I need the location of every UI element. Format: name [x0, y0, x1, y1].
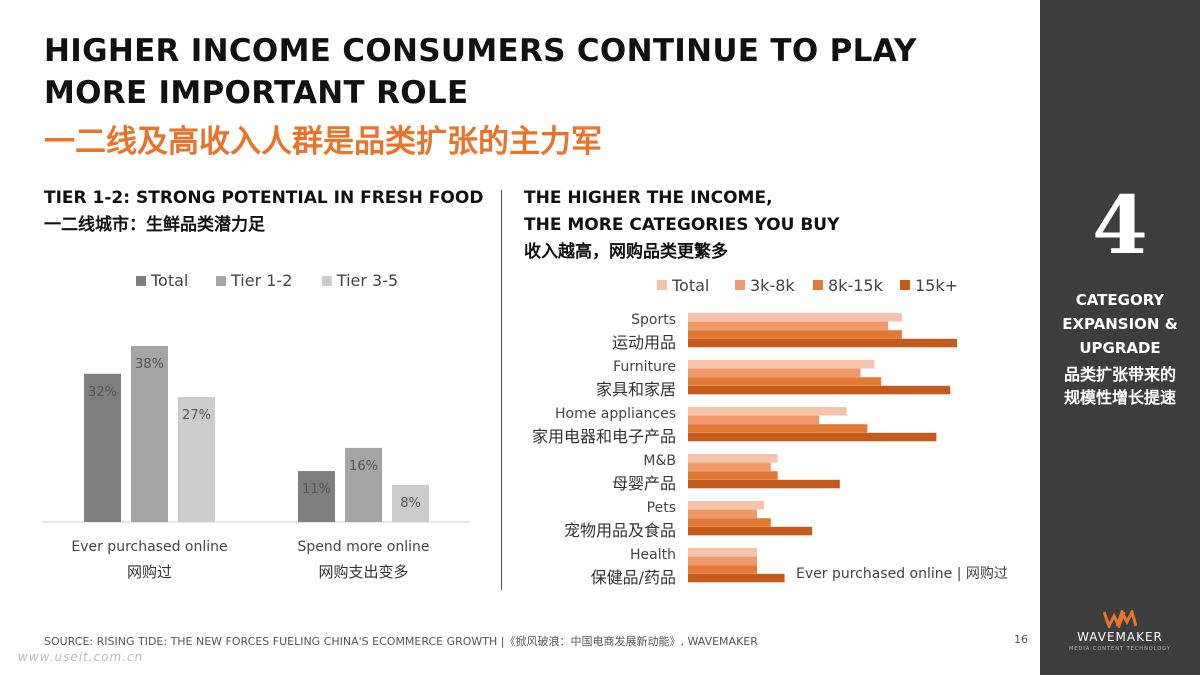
watermark: www.useit.com.cn [18, 650, 144, 664]
sidebar: 4 CATEGORY EXPANSION & UPGRADE 品类扩张带来的 规… [1040, 0, 1200, 675]
right-heading-cn: 收入越高，网购品类更繁多 [524, 242, 728, 262]
legend-swatch-r-3 [900, 280, 910, 290]
section-number: 4 [1092, 178, 1148, 272]
hbar-5-0 [688, 548, 757, 557]
hcategory-label-en-3: M&B [643, 453, 676, 469]
source-note: SOURCE: RISING TIDE: THE NEW FORCES FUEL… [44, 635, 758, 648]
hbar-0-2 [688, 330, 902, 339]
page-number: 16 [1014, 633, 1028, 646]
section-divider [501, 190, 502, 590]
category-label-en-1: Spend more online [297, 539, 429, 555]
right-heading-en-1: THE HIGHER THE INCOME, [524, 188, 773, 208]
legend-swatch-r-2 [813, 280, 823, 290]
left-heading-en: TIER 1-2: STRONG POTENTIAL IN FRESH FOOD [44, 188, 484, 208]
hcategory-label-cn-0: 运动用品 [612, 333, 676, 352]
hbar-2-2 [688, 424, 868, 433]
hbar-1-3 [688, 385, 951, 395]
section-label-en-1: CATEGORY [1075, 291, 1165, 309]
hcategory-label-cn-5: 保健品/药品 [591, 568, 676, 587]
bar-1-0 [298, 471, 335, 522]
bar-0-0 [84, 373, 121, 522]
hbar-0-0 [688, 313, 902, 322]
wavemaker-logo: WAVEMAKER MEDIA CONTENT TECHNOLOGY [1040, 610, 1200, 652]
right-section-heading: THE HIGHER THE INCOME, THE MORE CATEGORI… [524, 185, 839, 266]
hbar-4-3 [688, 526, 813, 536]
legend-label-2: Tier 3-5 [336, 271, 398, 290]
legend-label-r-1: 3k-8k [750, 276, 795, 295]
hbar-5-1 [688, 556, 757, 566]
section-label-cn: 品类扩张带来的 规模性增长提速 [1040, 363, 1200, 409]
left-section-heading: TIER 1-2: STRONG POTENTIAL IN FRESH FOOD… [44, 185, 483, 239]
hbar-3-0 [688, 454, 778, 463]
category-label-cn-0: 网购过 [127, 563, 172, 581]
hbar-3-1 [688, 462, 771, 472]
data-label-0-0: 32% [88, 385, 117, 400]
hbar-4-1 [688, 509, 757, 519]
legend-label-r-0: Total [671, 276, 709, 295]
legend-swatch-1 [216, 276, 226, 286]
bar-1-1 [345, 447, 382, 522]
hbar-4-0 [688, 501, 764, 510]
category-label-cn-1: 网购支出变多 [318, 563, 408, 581]
hcategory-label-en-5: Health [630, 547, 676, 563]
legend-label-r-3: 15k+ [915, 276, 958, 295]
data-label-0-2: 27% [182, 408, 211, 423]
logo-subtext: MEDIA CONTENT TECHNOLOGY [1069, 646, 1171, 652]
section-label-cn-2: 规模性增长提速 [1063, 388, 1176, 407]
page-title: HIGHER INCOME CONSUMERS CONTINUE TO PLAY… [44, 33, 917, 111]
data-label-1-1: 16% [349, 459, 378, 474]
hcategory-label-cn-2: 家用电器和电子产品 [532, 427, 676, 446]
hcategory-label-en-4: Pets [647, 500, 676, 516]
hbar-0-1 [688, 321, 889, 331]
hcategory-label-en-0: Sports [631, 312, 676, 328]
category-label-en-0: Ever purchased online [71, 539, 227, 555]
legend-label-r-2: 8k-15k [828, 276, 884, 295]
right-bar-chart: Total 3k-8k 8k-15k 15k+ Sports 运动用品 Furniture 家… [532, 276, 1008, 587]
legend-swatch-2 [321, 276, 332, 286]
left-bar-chart: Total Tier 1-2 Tier 3-5 32% 38% 27% Ever purch… [42, 271, 470, 581]
hbar-3-2 [688, 471, 778, 480]
bar-1-2 [392, 484, 429, 522]
hbar-1-2 [688, 377, 882, 386]
section-label-cn-1: 品类扩张带来的 [1063, 365, 1176, 384]
hbar-4-2 [688, 518, 771, 527]
section-label-en-2: EXPANSION & [1062, 315, 1178, 333]
hcategory-label-cn-4: 宠物用品及食品 [564, 521, 676, 540]
bar-0-2 [178, 396, 215, 522]
hbar-0-3 [688, 338, 958, 348]
hbar-1-0 [688, 360, 875, 369]
legend-swatch-r-1 [735, 280, 745, 290]
hbar-5-2 [688, 565, 757, 574]
hbar-2-1 [688, 415, 820, 425]
wavemaker-logo-icon [1103, 610, 1137, 628]
hcategory-label-cn-1: 家具和家居 [596, 380, 676, 399]
hbar-5-3 [688, 573, 785, 583]
section-label-en-3: UPGRADE [1079, 339, 1161, 357]
data-label-1-0: 11% [302, 482, 331, 497]
data-label-1-2: 8% [400, 496, 421, 511]
left-heading-cn: 一二线城市：生鲜品类潜力足 [44, 215, 265, 235]
legend-label-1: Tier 1-2 [230, 271, 292, 290]
right-heading-en-2: THE MORE CATEGORIES YOU BUY [524, 215, 840, 235]
hbar-2-0 [688, 407, 847, 416]
page-subtitle-cn: 一二线及高收入人群是品类扩张的主力军 [44, 124, 602, 160]
logo-text: WAVEMAKER [1077, 630, 1163, 644]
legend-swatch-0 [136, 276, 146, 286]
legend-label-0: Total [150, 271, 188, 290]
chart-annotation: Ever purchased online | 网购过 [796, 566, 1008, 582]
hcategory-label-en-2: Home appliances [555, 406, 676, 422]
hbar-2-3 [688, 432, 937, 442]
section-label-en: CATEGORY EXPANSION & UPGRADE [1040, 288, 1200, 360]
bar-0-1 [131, 346, 168, 522]
hbar-1-1 [688, 368, 861, 378]
data-label-0-1: 38% [135, 357, 164, 372]
hcategory-label-cn-3: 母婴产品 [612, 474, 676, 493]
hcategory-label-en-1: Furniture [613, 359, 676, 375]
hbar-3-3 [688, 479, 840, 489]
legend-swatch-r-0 [657, 280, 667, 290]
